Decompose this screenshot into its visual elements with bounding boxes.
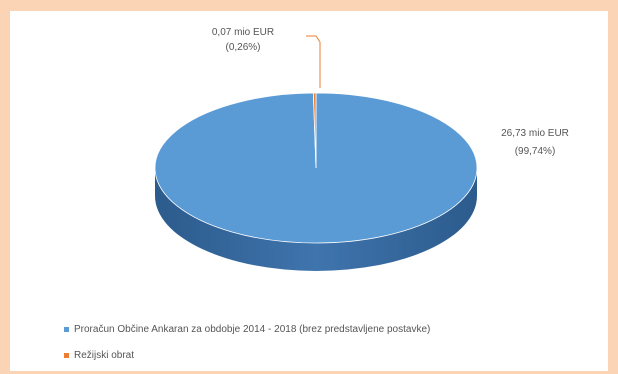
slice-label-small-value: 0,07 mio EUR <box>212 27 274 38</box>
legend-item-main: Proračun Občine Ankaran za obdobje 2014 … <box>64 322 430 336</box>
leader-line <box>306 35 321 88</box>
slice-label-main-percent: (99,74%) <box>515 146 556 157</box>
legend-swatch-small <box>64 352 69 358</box>
slice-label-small-percent: (0,26%) <box>225 42 260 53</box>
legend: Proračun Občine Ankaran za obdobje 2014 … <box>64 322 430 374</box>
pie-side <box>155 168 477 271</box>
legend-label-main: Proračun Občine Ankaran za obdobje 2014 … <box>74 323 431 335</box>
legend-item-small: Režijski obrat <box>64 348 430 362</box>
slice-label-main-value: 26,73 mio EUR <box>501 128 569 139</box>
legend-label-small: Režijski obrat <box>74 349 135 361</box>
pie-slice-small <box>312 92 317 169</box>
legend-swatch-main <box>64 326 69 332</box>
